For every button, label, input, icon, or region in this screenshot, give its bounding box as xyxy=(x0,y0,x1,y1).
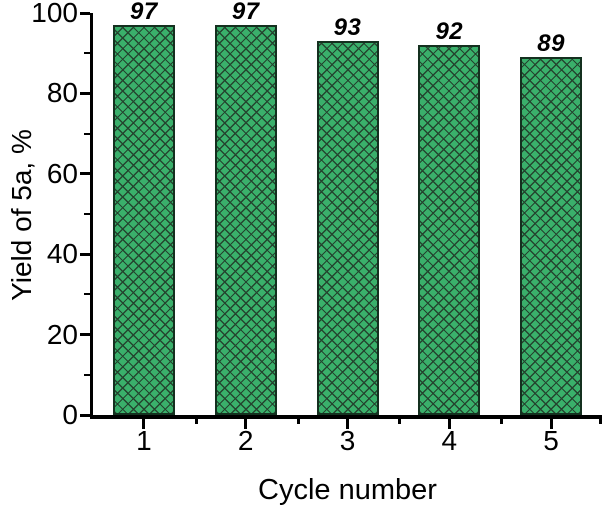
bar-value-label: 92 xyxy=(435,18,464,46)
x-major-tick xyxy=(549,419,553,429)
y-tick-label: 0 xyxy=(62,399,78,430)
x-major-tick xyxy=(447,419,451,429)
bar xyxy=(520,57,583,415)
plot-area: 0 20 40 60 80 100 97 1 97 2 93 3 92 4 89 5 xyxy=(31,0,602,455)
y-axis-line xyxy=(90,13,93,419)
bar xyxy=(214,25,277,415)
y-tick-label: 60 xyxy=(46,157,78,189)
x-minor-tick xyxy=(194,419,198,424)
bar xyxy=(112,25,175,415)
x-tick-label: 4 xyxy=(441,425,458,456)
x-major-tick xyxy=(244,419,248,429)
y-minor-tick xyxy=(84,52,90,55)
y-major-tick xyxy=(80,252,90,256)
x-tick-label: 1 xyxy=(136,425,152,456)
bar-value-label: 97 xyxy=(130,0,158,26)
y-minor-tick xyxy=(84,132,90,135)
x-tick-label: 5 xyxy=(543,425,559,456)
y-minor-tick xyxy=(84,293,90,296)
y-tick-label: 20 xyxy=(46,318,78,350)
y-major-tick xyxy=(80,333,90,337)
y-tick-label: 100 xyxy=(31,0,78,28)
bar xyxy=(418,45,481,415)
bar-value-label: 89 xyxy=(537,30,565,58)
y-major-tick xyxy=(80,11,90,15)
bar xyxy=(316,41,379,415)
bar-value-label: 93 xyxy=(333,14,362,42)
x-tick-label: 3 xyxy=(339,425,356,456)
bar-value-label: 97 xyxy=(231,0,260,26)
x-axis-line xyxy=(90,415,602,419)
y-axis-title: Yield of 5a, % xyxy=(6,129,37,301)
x-minor-tick xyxy=(398,419,402,424)
y-major-tick xyxy=(80,91,90,95)
x-tick-label: 2 xyxy=(237,425,254,456)
y-tick-label: 40 xyxy=(46,238,78,270)
y-minor-tick xyxy=(84,373,90,376)
x-minor-tick xyxy=(599,419,602,424)
y-major-tick xyxy=(80,413,90,417)
y-major-tick xyxy=(80,172,90,176)
x-axis-title: Cycle number xyxy=(258,474,437,506)
x-major-tick xyxy=(142,419,146,429)
x-minor-tick xyxy=(296,419,300,424)
y-minor-tick xyxy=(84,213,90,215)
x-major-tick xyxy=(346,419,349,429)
x-minor-tick xyxy=(500,419,504,424)
y-tick-label: 80 xyxy=(46,77,78,109)
